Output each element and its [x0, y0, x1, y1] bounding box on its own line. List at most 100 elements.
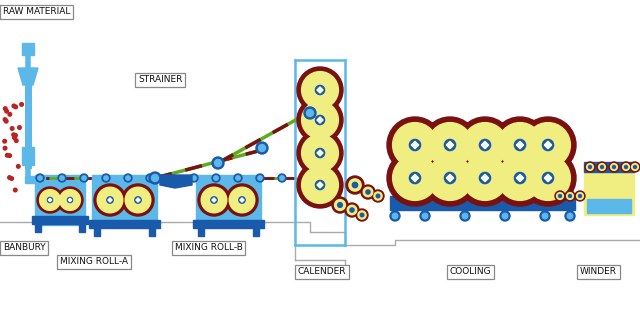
Circle shape — [17, 165, 20, 168]
Circle shape — [80, 174, 88, 182]
Circle shape — [462, 213, 468, 219]
Bar — [79, 224, 85, 232]
Circle shape — [559, 195, 561, 198]
Circle shape — [192, 176, 196, 180]
Bar — [587, 199, 631, 213]
Circle shape — [350, 208, 354, 212]
Circle shape — [376, 194, 380, 198]
Bar — [253, 228, 259, 236]
Polygon shape — [545, 174, 552, 182]
Circle shape — [10, 127, 14, 130]
Circle shape — [374, 192, 382, 200]
Polygon shape — [481, 174, 489, 182]
Circle shape — [94, 184, 126, 216]
Circle shape — [392, 213, 397, 219]
Circle shape — [148, 176, 152, 180]
Circle shape — [3, 118, 7, 121]
Text: STRAINER: STRAINER — [138, 76, 182, 84]
Circle shape — [212, 174, 220, 182]
Circle shape — [40, 190, 60, 210]
Circle shape — [146, 174, 154, 182]
Polygon shape — [136, 198, 140, 202]
Circle shape — [316, 115, 324, 125]
Bar — [22, 147, 34, 165]
Circle shape — [152, 174, 159, 181]
Circle shape — [297, 97, 343, 143]
Circle shape — [557, 192, 563, 199]
Circle shape — [420, 211, 430, 221]
Circle shape — [349, 179, 361, 191]
Circle shape — [297, 130, 343, 176]
Polygon shape — [18, 68, 38, 85]
Circle shape — [67, 198, 72, 203]
Bar — [584, 170, 634, 215]
Circle shape — [38, 176, 42, 180]
Circle shape — [565, 191, 575, 201]
Circle shape — [234, 174, 242, 182]
Circle shape — [372, 190, 384, 202]
Circle shape — [498, 123, 543, 167]
Circle shape — [214, 176, 218, 180]
Circle shape — [301, 167, 339, 204]
Circle shape — [422, 213, 428, 219]
Circle shape — [600, 166, 604, 168]
Text: MIXING ROLL-B: MIXING ROLL-B — [175, 244, 243, 252]
Circle shape — [410, 139, 420, 151]
Circle shape — [316, 180, 324, 190]
Polygon shape — [446, 141, 454, 149]
Circle shape — [3, 139, 6, 143]
Polygon shape — [481, 141, 489, 149]
Polygon shape — [160, 175, 192, 188]
Circle shape — [579, 195, 582, 198]
Circle shape — [352, 182, 358, 188]
Circle shape — [577, 192, 584, 199]
Circle shape — [97, 187, 123, 213]
Circle shape — [4, 109, 8, 113]
Bar — [193, 220, 264, 228]
Polygon shape — [317, 117, 323, 123]
Circle shape — [621, 162, 631, 172]
Circle shape — [198, 184, 230, 216]
Circle shape — [555, 191, 565, 201]
Circle shape — [60, 190, 81, 210]
Circle shape — [625, 166, 627, 168]
Circle shape — [104, 176, 108, 180]
Circle shape — [358, 211, 366, 219]
Text: WINDER: WINDER — [580, 268, 617, 276]
Circle shape — [360, 213, 364, 217]
Circle shape — [212, 157, 224, 169]
Circle shape — [609, 162, 619, 172]
Polygon shape — [446, 174, 454, 182]
Circle shape — [361, 185, 375, 199]
Circle shape — [107, 197, 113, 203]
Polygon shape — [108, 198, 112, 202]
Circle shape — [259, 144, 266, 151]
Circle shape — [297, 162, 343, 208]
Bar — [35, 175, 85, 225]
Circle shape — [542, 213, 548, 219]
Bar — [196, 175, 261, 225]
Circle shape — [10, 177, 13, 180]
Circle shape — [301, 72, 339, 108]
Circle shape — [14, 105, 17, 109]
Polygon shape — [516, 174, 524, 182]
Polygon shape — [317, 182, 323, 188]
Circle shape — [57, 187, 83, 213]
Circle shape — [387, 117, 443, 173]
Circle shape — [13, 188, 17, 192]
Circle shape — [492, 150, 548, 206]
Circle shape — [390, 211, 400, 221]
Circle shape — [463, 123, 508, 167]
Circle shape — [20, 103, 24, 106]
Text: CALENDER: CALENDER — [298, 268, 346, 276]
Circle shape — [457, 150, 513, 206]
Circle shape — [525, 123, 570, 167]
Circle shape — [13, 134, 17, 137]
Circle shape — [338, 203, 342, 207]
Circle shape — [525, 155, 570, 200]
Circle shape — [422, 117, 478, 173]
Bar — [92, 175, 157, 225]
Circle shape — [149, 172, 161, 184]
Bar — [25, 176, 45, 183]
Circle shape — [278, 174, 286, 182]
